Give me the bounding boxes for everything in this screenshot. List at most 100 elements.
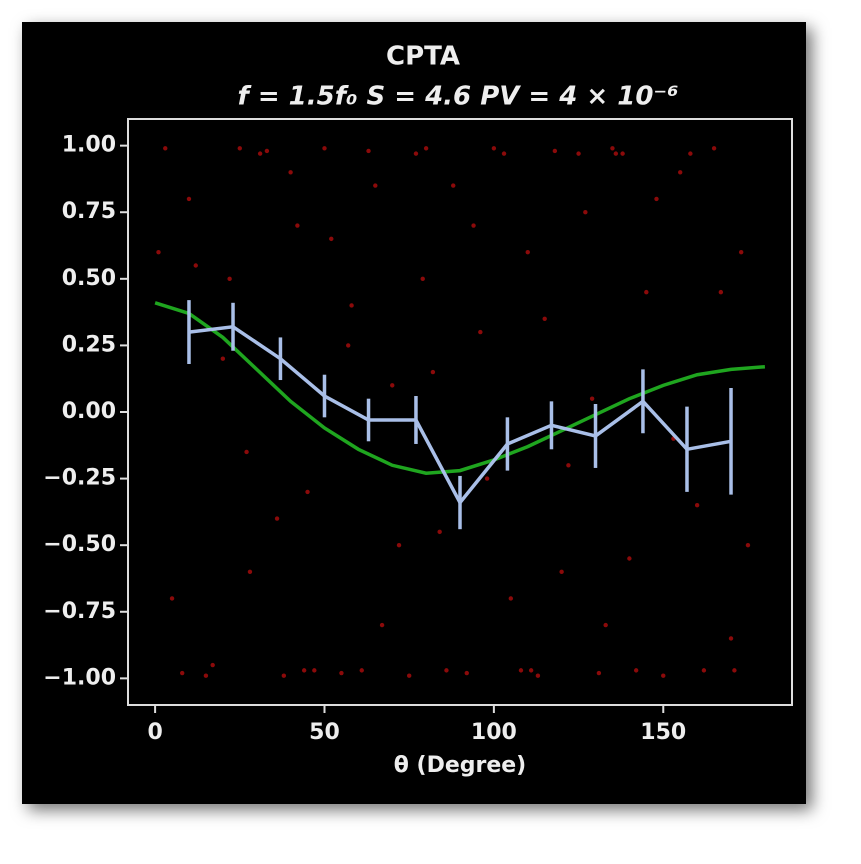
y-tick-label: 0.00 xyxy=(62,399,116,424)
scatter-point xyxy=(406,673,412,678)
y-tick-label: 0.50 xyxy=(62,266,116,291)
scatter-point xyxy=(322,146,327,151)
scatter-point xyxy=(633,668,639,673)
scatter-point xyxy=(379,622,385,628)
scatter-point xyxy=(257,151,263,156)
scatter-point xyxy=(525,249,530,255)
scatter-point xyxy=(396,542,402,548)
scatter-point xyxy=(244,449,249,455)
scatter-point xyxy=(366,148,371,154)
scatter-point xyxy=(339,670,344,676)
scatter-point xyxy=(661,673,666,678)
scatter-point xyxy=(390,383,395,388)
scatter-point xyxy=(732,668,737,673)
scatter-point xyxy=(444,668,449,673)
scatter-point xyxy=(163,146,168,151)
scatter-point xyxy=(156,249,161,255)
scatter-point xyxy=(247,569,253,575)
scatter-point xyxy=(295,223,300,228)
plot-frame xyxy=(127,118,793,706)
scatter-point xyxy=(373,183,378,188)
scatter-point xyxy=(220,356,226,361)
scatter-point xyxy=(186,196,192,202)
scatter-point xyxy=(678,170,683,175)
fit-curve xyxy=(154,301,766,476)
x-tick-label: 0 xyxy=(147,720,162,745)
scatter-point xyxy=(464,670,469,676)
scatter-point xyxy=(728,636,734,641)
scatter-point xyxy=(288,170,293,175)
scatter-point xyxy=(430,369,436,375)
scatter-point xyxy=(688,151,693,156)
y-tick-label: −1.00 xyxy=(43,665,116,690)
scatter-point xyxy=(420,276,425,282)
scatter-point xyxy=(413,151,419,156)
scatter-point xyxy=(305,489,310,495)
scatter-point xyxy=(301,668,307,673)
scatter-point xyxy=(237,146,242,151)
x-axis-label: θ (Degree) xyxy=(394,753,527,778)
scatter-point xyxy=(620,151,625,156)
scatter-point xyxy=(542,316,547,321)
scatter-point xyxy=(603,622,608,628)
scatter-point xyxy=(738,249,744,255)
scatter-point xyxy=(329,236,334,242)
scatter-point xyxy=(349,303,354,308)
scatter-point xyxy=(227,276,232,282)
scatter-point xyxy=(610,146,615,151)
scatter-point xyxy=(478,329,483,335)
scatter-point xyxy=(484,476,490,481)
scatter-point xyxy=(471,223,476,228)
scatter-point xyxy=(701,668,707,673)
y-tick-label: −0.25 xyxy=(43,466,116,491)
scatter-point xyxy=(535,673,541,678)
scatter-point xyxy=(346,343,351,348)
scatter-point xyxy=(264,148,270,154)
chart-title: CPTA xyxy=(386,42,460,72)
scatter-point xyxy=(613,151,619,156)
scatter-point xyxy=(559,569,564,575)
scatter-point xyxy=(694,503,700,508)
scatter-point xyxy=(210,662,215,668)
panel xyxy=(22,22,806,804)
scatter-point xyxy=(501,151,507,156)
scatter-point xyxy=(169,596,175,601)
scatter-point xyxy=(528,668,534,673)
scatter-point xyxy=(627,556,632,561)
scatter-point xyxy=(203,673,209,678)
scatter-point xyxy=(437,529,442,535)
scatter-point xyxy=(552,148,558,154)
y-tick-label: −0.75 xyxy=(43,599,116,624)
y-tick-label: 0.25 xyxy=(62,332,116,357)
scatter-point xyxy=(281,673,287,678)
scatter-point xyxy=(312,668,317,673)
scatter-point xyxy=(518,668,524,673)
scatter-point xyxy=(180,670,185,676)
x-tick-label: 50 xyxy=(309,720,340,745)
x-tick-label: 150 xyxy=(640,720,686,745)
x-tick-label: 100 xyxy=(471,720,517,745)
scatter-point xyxy=(508,596,514,601)
scatter-point xyxy=(711,146,717,151)
scatter-point xyxy=(423,146,429,151)
scatter-point xyxy=(193,263,198,268)
scatter-point xyxy=(589,396,595,401)
scatter-point xyxy=(576,151,581,156)
scatter-point xyxy=(359,668,364,673)
scatter-point xyxy=(596,670,602,676)
y-tick-label: 0.75 xyxy=(62,199,116,224)
scatter-point xyxy=(654,196,659,202)
scatter-point xyxy=(583,210,588,215)
scatter-point xyxy=(566,463,571,468)
scatter-point xyxy=(718,289,724,295)
y-tick-label: −0.50 xyxy=(43,532,116,557)
scatter-point xyxy=(451,183,456,188)
scatter-point xyxy=(644,289,649,295)
y-tick-label: 1.00 xyxy=(62,133,116,158)
scatter-point xyxy=(745,542,751,548)
chart-subtitle: f = 1.5f₀ S = 4.6 PV = 4 × 10⁻⁶ xyxy=(237,82,678,112)
scatter-point xyxy=(274,516,280,521)
scatter-point xyxy=(491,146,497,151)
